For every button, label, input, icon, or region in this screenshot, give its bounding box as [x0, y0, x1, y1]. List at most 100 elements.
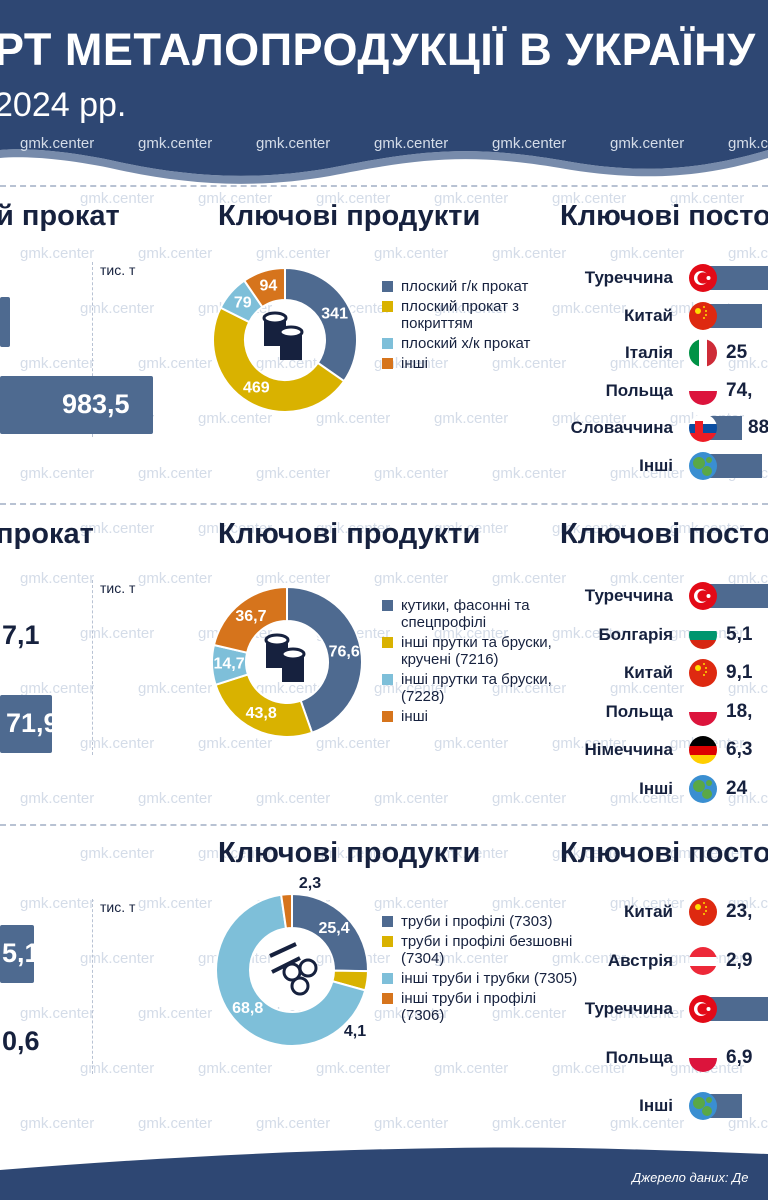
legend-item: труби і профілі безшовні (7304) [382, 933, 582, 967]
austria-flag [689, 946, 717, 975]
legend-label: інші [401, 708, 428, 725]
section-divider [0, 185, 768, 187]
supplier-country: Туреччина [584, 268, 673, 287]
section-3-bar-2023 [0, 925, 34, 983]
supplier-value: 25 [726, 342, 748, 363]
page-subtitle: 2024 рр. [0, 86, 127, 124]
donut-3-legend: труби і профілі (7303) труби і профілі бе… [382, 913, 582, 1027]
section-3-unit: тис. т [100, 899, 136, 915]
section-2-suppliers-heading: Ключові посто [560, 518, 768, 550]
globe-icon [689, 774, 717, 803]
donut-chart-1: 341 469 79 94 [212, 266, 358, 413]
legend-swatch [382, 916, 393, 927]
donut-slice-label: 25,4 [318, 920, 349, 937]
supplier-country: Китай [623, 902, 673, 921]
supplier-value: 24 [726, 777, 748, 799]
donut-slice [242, 266, 286, 309]
supplier-country: Китай [623, 305, 673, 325]
section-3-products-heading: Ключові продукти [218, 837, 481, 869]
donut-2-legend: кутики, фасонні та спецпрофілі інші прутк… [382, 597, 582, 728]
donut-slice-label: 341 [321, 305, 348, 322]
legend-label: інші прутки та бруски, кручені (7216) [401, 634, 552, 668]
watermark-text: gmk.center [610, 1115, 685, 1132]
legend-item: плоский прокат з покриттям [382, 298, 582, 332]
supplier-country: Китай [623, 663, 673, 682]
watermark-text: gmk.center [20, 895, 95, 912]
poland-flag [689, 376, 717, 405]
slovakia-flag [689, 414, 717, 442]
watermark-text: gmk.center [256, 245, 331, 262]
legend-label: інші [401, 355, 428, 372]
section-2-heading: прокат [0, 518, 94, 550]
supplier-value: 9,1 [726, 662, 753, 683]
supplier-country: Німеччина [584, 740, 673, 759]
italy-flag [689, 339, 717, 367]
watermark-text: gmk.center [256, 790, 331, 807]
dashed-separator [92, 262, 93, 437]
legend-swatch [382, 973, 393, 984]
watermark-text: gmk.center [80, 845, 155, 862]
watermark-text: gmk.center [20, 1115, 95, 1132]
supplier-country: Туреччина [584, 586, 673, 605]
supplier-value: 88 [748, 417, 768, 438]
source-note: Джерело даних: Де [632, 1170, 749, 1185]
supplier-value: 74, [726, 379, 753, 401]
section-1-suppliers-heading: Ключові посто [560, 200, 768, 232]
legend-item: інші труби і трубки (7305) [382, 970, 582, 987]
legend-swatch [382, 338, 393, 349]
legend-swatch [382, 936, 393, 947]
section-divider [0, 503, 768, 505]
supplier-value: 18, [726, 700, 753, 722]
donut-slice [279, 892, 293, 930]
supplier-country: Туреччина [584, 999, 673, 1018]
supplier-country: Болгарія [598, 624, 673, 644]
globe-icon [689, 451, 717, 480]
watermark-text: gmk.center [138, 1115, 213, 1132]
legend-label: плоский х/к прокат [401, 335, 531, 352]
watermark-text: gmk.center [492, 245, 567, 262]
watermark-text: gmk.center [374, 465, 449, 482]
supplier-country: Польща [605, 1047, 673, 1067]
legend-swatch [382, 637, 393, 648]
watermark-text: gmk.center [198, 1060, 273, 1077]
watermark-text: gmk.center [20, 245, 95, 262]
section-2-unit: тис. т [100, 580, 136, 596]
watermark-text: gmk.center [492, 570, 567, 587]
watermark-text: gmk.center [374, 570, 449, 587]
donut-slice-label: 14,7 [213, 656, 244, 673]
watermark-text: gmk.center [138, 355, 213, 372]
watermark-text: gmk.center [256, 1115, 331, 1132]
section-2-products-heading: Ключові продукти [218, 518, 481, 550]
legend-label: плоский прокат з покриттям [401, 298, 520, 332]
donut-slice-label: 4,1 [344, 1023, 366, 1040]
steel-coil-icon [264, 633, 306, 682]
china-flag [689, 659, 717, 687]
section-3-suppliers-heading: Ключові посто [560, 837, 768, 869]
turkey-flag [689, 264, 717, 292]
globe-icon [689, 1092, 717, 1120]
legend-swatch [382, 281, 393, 292]
legend-item: кутики, фасонні та спецпрофілі [382, 597, 582, 631]
legend-swatch [382, 711, 393, 722]
legend-label: інші труби і профілі (7306) [401, 990, 537, 1024]
supplier-value: 5,1 [726, 623, 753, 645]
legend-label: інші труби і трубки (7305) [401, 970, 578, 987]
china-flag [689, 301, 717, 330]
watermark-text: gmk.center [728, 245, 768, 262]
supplier-value: 6,3 [726, 739, 753, 760]
donut-slice-label: 2,3 [299, 875, 321, 892]
watermark-text: gmk.center [374, 895, 449, 912]
section-3-value-2023: 5,1 [2, 938, 40, 968]
donut-chart-2: 76,6 43,8 14,7 36,7 [211, 585, 363, 738]
donut-slice-label: 68,8 [232, 1000, 263, 1017]
pipes-icon [269, 942, 318, 996]
legend-item: інші труби і профілі (7306) [382, 990, 582, 1024]
donut-slice [284, 266, 358, 383]
donut-chart-3: 25,4 4,1 68,8 2,3 [215, 875, 370, 1047]
section-3-value-2024: 0,6 [2, 1026, 40, 1056]
donut-slice-label: 94 [260, 278, 278, 295]
donut-slice-label: 469 [243, 379, 270, 396]
watermark-text: gmk.center [138, 570, 213, 587]
watermark-text: gmk.center [256, 465, 331, 482]
watermark-text: gmk.center [374, 245, 449, 262]
